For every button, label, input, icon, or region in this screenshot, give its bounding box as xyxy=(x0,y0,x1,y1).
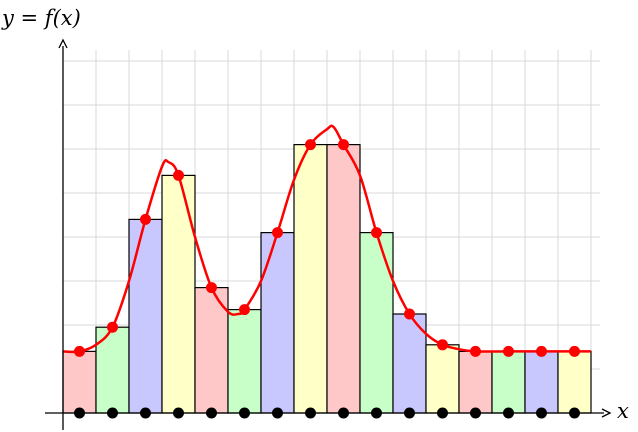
bar-1 xyxy=(62,350,97,414)
bar-12 xyxy=(425,344,460,414)
sample-point-10 xyxy=(371,227,382,239)
bars xyxy=(62,144,592,414)
sample-point-7 xyxy=(272,227,283,239)
sample-point-5 xyxy=(206,282,217,294)
bar-8 xyxy=(293,144,328,414)
sample-point-14 xyxy=(503,345,514,357)
function-curve xyxy=(62,124,592,354)
sample-point-8 xyxy=(305,139,316,151)
y-axis-label: y = f(x) xyxy=(1,6,81,30)
function-curve-layer xyxy=(62,124,592,354)
sample-point-3 xyxy=(140,213,151,225)
sample-point-1 xyxy=(74,345,85,357)
sample-point-16 xyxy=(569,345,580,357)
sample-point-11 xyxy=(404,308,415,320)
bar-15 xyxy=(524,350,559,414)
sample-point-12 xyxy=(437,339,448,351)
x-axis-arrowhead xyxy=(601,408,612,418)
bar-3 xyxy=(128,218,163,414)
x-axis-label: x xyxy=(617,399,629,423)
bar-14 xyxy=(491,350,526,414)
axes xyxy=(45,38,612,430)
bar-16 xyxy=(557,350,592,414)
sample-point-9 xyxy=(338,139,349,151)
bar-10 xyxy=(359,232,394,414)
bar-6 xyxy=(227,309,262,414)
bar-13 xyxy=(458,350,493,414)
sample-point-4 xyxy=(173,169,184,181)
sample-point-15 xyxy=(536,345,547,357)
y-axis-arrowhead xyxy=(58,38,68,49)
bar-4 xyxy=(161,174,196,414)
sample-point-13 xyxy=(470,345,481,357)
bar-7 xyxy=(260,232,295,414)
bar-9 xyxy=(326,144,361,414)
sample-point-2 xyxy=(107,321,118,333)
sample-point-6 xyxy=(239,304,250,316)
